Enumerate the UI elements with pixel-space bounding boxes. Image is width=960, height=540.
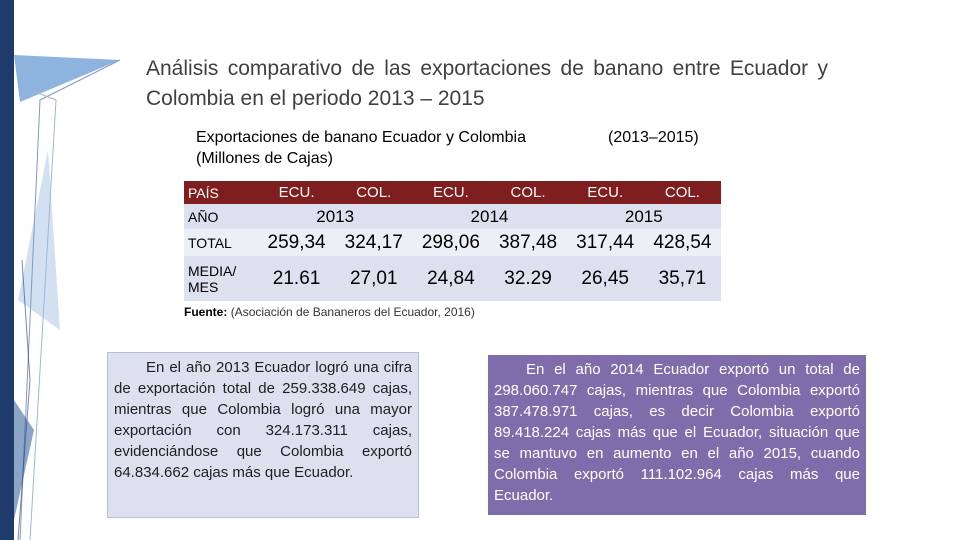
header-media: MEDIA/ MES — [184, 256, 258, 301]
media-col-2013: 27,01 — [335, 256, 413, 301]
header-pais: PAÍS — [184, 181, 258, 204]
table-row-total: TOTAL 259,34 324,17 298,06 387,48 317,44… — [184, 229, 721, 256]
media-col-2014: 32.29 — [489, 256, 567, 301]
decorative-lines — [14, 55, 121, 540]
total-col-2015: 428,54 — [643, 229, 721, 256]
text-box-2013-content: En el año 2013 Ecuador logró una cifra d… — [114, 359, 412, 481]
header-total: TOTAL — [184, 229, 258, 256]
header-col-2015: COL. — [643, 181, 721, 204]
header-col-2013: COL. — [335, 181, 413, 204]
header-ecu-2014: ECU. — [412, 181, 490, 204]
decorative-triangle-1 — [14, 55, 120, 102]
table-row-year: AÑO 2013 2014 2015 — [184, 204, 721, 229]
media-ecu-2013: 21.61 — [258, 256, 336, 301]
year-2015: 2015 — [566, 204, 721, 229]
total-ecu-2013: 259,34 — [258, 229, 336, 256]
decorative-line-1 — [19, 59, 121, 540]
left-accent-band — [0, 0, 14, 540]
decorative-line-3 — [17, 259, 31, 540]
table-title: Exportaciones de banano Ecuador y Colomb… — [196, 127, 699, 169]
decorative-line-2 — [29, 89, 57, 540]
media-ecu-2014: 24,84 — [412, 256, 490, 301]
header-ecu-2013: ECU. — [258, 181, 336, 204]
source-note: Fuente: (Asociación de Bananeros del Ecu… — [184, 305, 475, 319]
media-ecu-2015: 26,45 — [566, 256, 644, 301]
media-col-2015: 35,71 — [643, 256, 721, 301]
decorative-triangle-2 — [18, 150, 60, 330]
source-text: (Asociación de Bananeros del Ecuador, 20… — [230, 305, 475, 319]
header-ecu-2015: ECU. — [566, 181, 644, 204]
table-title-line1: Exportaciones de banano Ecuador y Colomb… — [196, 129, 526, 146]
source-label: Fuente: — [184, 305, 228, 319]
total-ecu-2015: 317,44 — [566, 229, 644, 256]
table-row-country: PAÍS ECU. COL. ECU. COL. ECU. COL. — [184, 181, 721, 204]
year-2013: 2013 — [258, 204, 413, 229]
text-box-2014-2015: En el año 2014 Ecuador exportó un total … — [488, 355, 866, 515]
text-box-2014-2015-content: En el año 2014 Ecuador exportó un total … — [494, 361, 860, 504]
total-col-2013: 324,17 — [335, 229, 413, 256]
table-row-media: MEDIA/ MES 21.61 27,01 24,84 32.29 26,45… — [184, 256, 721, 301]
text-box-2013: En el año 2013 Ecuador logró una cifra d… — [107, 352, 419, 518]
exports-table: PAÍS ECU. COL. ECU. COL. ECU. COL. AÑO 2… — [184, 181, 721, 301]
header-col-2014: COL. — [489, 181, 567, 204]
year-2014: 2014 — [412, 204, 567, 229]
header-anio: AÑO — [184, 204, 258, 229]
total-ecu-2014: 298,06 — [412, 229, 490, 256]
table-title-line2: (Millones de Cajas) — [196, 150, 333, 167]
slide-title: Análisis comparativo de las exportacione… — [146, 57, 828, 110]
total-col-2014: 387,48 — [489, 229, 567, 256]
table-title-years: (2013–2015) — [608, 129, 699, 146]
decorative-triangle-3 — [14, 400, 34, 520]
